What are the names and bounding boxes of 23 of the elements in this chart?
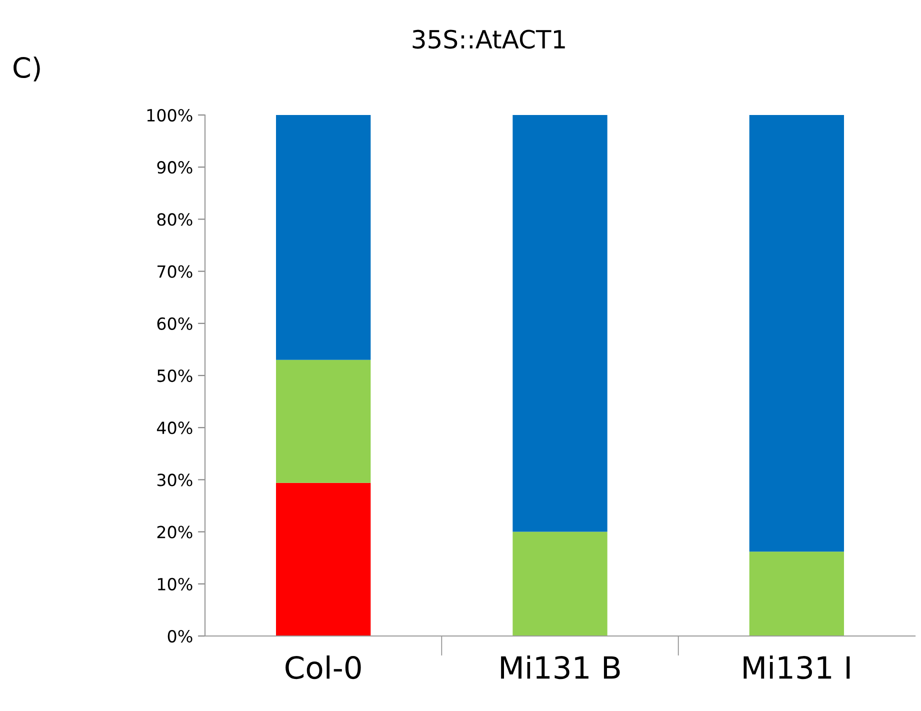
bar [276, 115, 371, 360]
bar [512, 115, 608, 532]
text: C) [14, 56, 40, 82]
y-tick-label: 50% [157, 369, 192, 382]
bar [512, 532, 608, 636]
y-tick-label: 80% [157, 213, 192, 226]
y-tick-label: 40% [156, 422, 192, 434]
x-tick-label: Col-0 [286, 655, 361, 680]
y-tick-label: 20% [157, 526, 192, 538]
y-tick-label: 60% [157, 317, 192, 330]
y-tick-label: 30% [157, 474, 192, 486]
y-tick-label: 70% [158, 265, 192, 278]
y-tick-label: 10% [158, 578, 192, 590]
x-tick-label: Mi131 I [744, 655, 850, 680]
bar [749, 115, 844, 552]
bar [276, 360, 371, 483]
chart-title: 35S::AtACT1 [412, 30, 565, 49]
y-tick-label: 0% [168, 630, 192, 643]
y-tick-label: 90% [157, 161, 192, 174]
bar [276, 482, 371, 636]
y-tick-label: 100% [147, 108, 192, 122]
x-tick-label: Mi131 B [501, 655, 620, 680]
bar [749, 552, 844, 636]
